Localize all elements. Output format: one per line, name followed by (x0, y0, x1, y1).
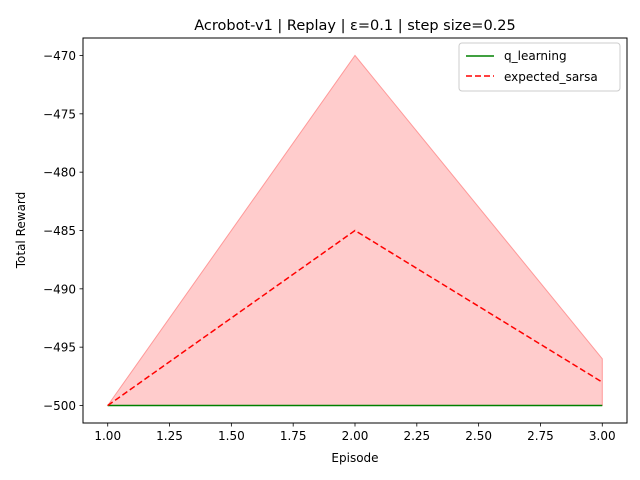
y-tick-label: −470 (43, 49, 76, 63)
x-tick-label: 1.75 (280, 429, 307, 443)
y-tick-label: −475 (43, 107, 76, 121)
x-tick-label: 1.50 (218, 429, 245, 443)
x-tick-label: 2.25 (403, 429, 430, 443)
y-axis-label: Total Reward (14, 192, 28, 270)
y-tick-label: −480 (43, 166, 76, 180)
x-tick-label: 2.75 (527, 429, 554, 443)
x-tick-label: 2.00 (342, 429, 369, 443)
legend-label-q-learning: q_learning (504, 49, 567, 63)
x-tick-label: 2.50 (465, 429, 492, 443)
x-tick-label: 3.00 (589, 429, 616, 443)
legend-label-expected-sarsa: expected_sarsa (504, 70, 598, 84)
y-tick-label: −485 (43, 224, 76, 238)
x-tick-label: 1.25 (156, 429, 183, 443)
chart-title: Acrobot-v1 | Replay | ε=0.1 | step size=… (194, 18, 516, 34)
y-tick-label: −490 (43, 282, 76, 296)
y-tick-label: −500 (43, 399, 76, 413)
x-axis-label: Episode (331, 451, 378, 465)
x-tick-label: 1.00 (94, 429, 121, 443)
legend: q_learning expected_sarsa (459, 43, 620, 91)
y-tick-label: −495 (43, 341, 76, 355)
